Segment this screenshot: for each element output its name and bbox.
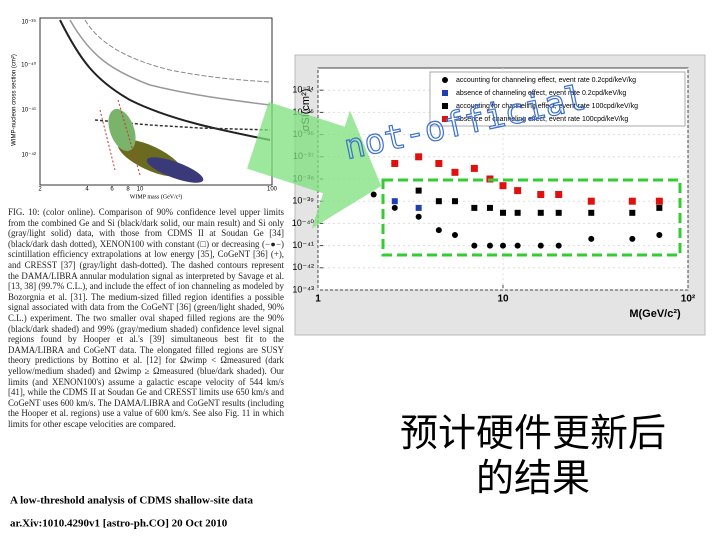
region bbox=[108, 108, 136, 152]
point bbox=[435, 159, 443, 167]
x-tick-label: 4 bbox=[85, 187, 89, 193]
reference-arxiv: ar.Xiv:1010.4290v1 [astro-ph.CO] 20 Oct … bbox=[10, 518, 228, 530]
point bbox=[514, 187, 522, 195]
y-tick-label: 10⁻³⁵ bbox=[293, 107, 315, 117]
point bbox=[514, 242, 521, 249]
point bbox=[537, 209, 544, 216]
y-tick-label: 10⁻⁴² bbox=[292, 262, 314, 272]
point bbox=[415, 153, 423, 161]
y-tick-label: 10⁻⁴⁰ bbox=[21, 62, 36, 69]
legend-marker bbox=[442, 116, 448, 122]
annotation: 预计硬件更新后 bbox=[400, 413, 666, 455]
point bbox=[500, 209, 506, 216]
curve bbox=[59, 19, 271, 141]
point bbox=[588, 209, 595, 216]
legend: accounting for channeling effect, event … bbox=[429, 71, 686, 127]
x-tick-label: 1 bbox=[315, 294, 321, 305]
y-tick-label: 10⁻⁴³ bbox=[292, 284, 314, 294]
point bbox=[500, 242, 506, 249]
point bbox=[629, 235, 636, 242]
curve bbox=[84, 19, 271, 83]
y-tick-label: 10⁻³⁹ bbox=[292, 196, 314, 206]
legend-marker bbox=[442, 103, 448, 109]
point bbox=[555, 242, 562, 249]
point bbox=[655, 197, 663, 205]
figure-caption: FIG. 10: (color online). Comparison of 9… bbox=[8, 207, 284, 429]
point bbox=[451, 168, 459, 176]
point bbox=[451, 198, 458, 205]
point bbox=[555, 209, 562, 216]
point bbox=[435, 198, 442, 205]
point bbox=[499, 182, 507, 190]
point bbox=[628, 197, 636, 205]
region bbox=[146, 157, 204, 183]
point bbox=[391, 198, 398, 205]
point bbox=[537, 191, 545, 199]
x-tick-label: 2 bbox=[38, 187, 42, 193]
x-tick-label: 8 bbox=[126, 187, 130, 193]
legend-marker bbox=[442, 77, 448, 83]
legend-box bbox=[429, 71, 686, 127]
x-axis-label: M(GeV/c²) bbox=[629, 308, 681, 320]
legend-label: accounting for channeling effect, event … bbox=[456, 103, 638, 110]
x-tick-label: 10² bbox=[681, 294, 696, 305]
y-tick-label: 10⁻³⁹ bbox=[22, 19, 37, 26]
y-axis-label: WIMP-nucleon cross section (cm²) bbox=[12, 54, 18, 146]
reference-title: A low-threshold analysis of CDMS shallow… bbox=[10, 495, 254, 507]
y-tick-label: 10⁻⁴⁰ bbox=[292, 218, 315, 228]
x-tick-label: 10 bbox=[497, 294, 509, 305]
x-tick-label: 10 bbox=[137, 187, 144, 193]
point bbox=[588, 235, 595, 242]
point bbox=[486, 242, 493, 249]
legend-label: absence of channeling effect, event rate… bbox=[456, 116, 628, 123]
x-tick-label: 100 bbox=[267, 187, 278, 193]
point bbox=[514, 209, 521, 216]
point bbox=[415, 213, 422, 220]
curve bbox=[99, 99, 141, 176]
point bbox=[587, 197, 595, 205]
legend-marker bbox=[442, 90, 448, 96]
legend-label: absence of channeling effect, event rate… bbox=[456, 90, 626, 97]
y-tick-label: 10⁻⁴¹ bbox=[292, 240, 314, 250]
point bbox=[370, 191, 377, 198]
point bbox=[415, 204, 422, 211]
point bbox=[629, 209, 636, 216]
point bbox=[391, 204, 398, 211]
point bbox=[471, 204, 478, 211]
annotation: 的结果 bbox=[476, 458, 590, 500]
x-tick-label: 6 bbox=[110, 187, 114, 193]
point bbox=[470, 164, 478, 172]
point bbox=[435, 227, 442, 234]
point bbox=[656, 232, 663, 239]
y-tick-label: 10⁻³⁴ bbox=[292, 85, 314, 95]
point bbox=[451, 232, 458, 239]
legend-label: accounting for channeling effect, event … bbox=[456, 77, 636, 84]
point bbox=[486, 204, 493, 211]
point bbox=[537, 242, 544, 249]
point bbox=[656, 204, 663, 211]
y-tick-label: 10⁻⁴² bbox=[22, 152, 36, 159]
curve bbox=[69, 19, 271, 106]
left-figure: 10⁻³⁹ 10⁻⁴⁰ 10⁻⁴¹ 10⁻⁴² 2 4 6 8 10 100 W… bbox=[12, 17, 278, 200]
highlight-box bbox=[381, 178, 682, 257]
point bbox=[391, 159, 399, 167]
point bbox=[415, 187, 422, 194]
x-axis-label: WIMP mass (GeV/c²) bbox=[130, 193, 183, 200]
point bbox=[471, 242, 478, 249]
arrow bbox=[247, 102, 382, 229]
point bbox=[555, 191, 563, 199]
y-tick-label: 10⁻⁴¹ bbox=[22, 107, 36, 114]
